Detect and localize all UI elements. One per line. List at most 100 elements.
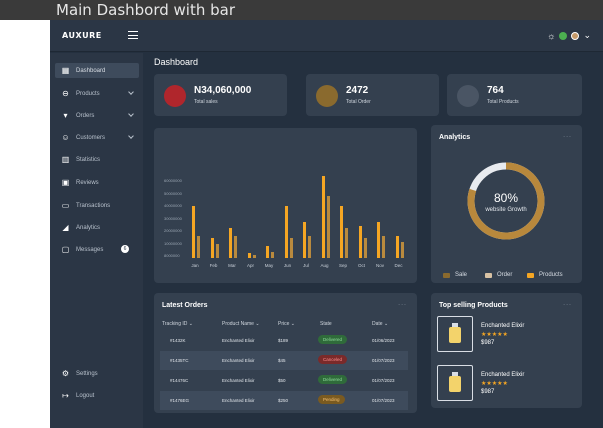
bar-feb-s1[interactable] <box>215 244 219 258</box>
x-tick-label: Oct <box>357 263 365 268</box>
x-tick-label: Mar <box>228 263 236 268</box>
bar-jul-s1[interactable] <box>308 236 311 258</box>
status-badge: Delivered <box>318 335 348 344</box>
legend-swatch <box>527 272 534 278</box>
bar-jun-s0[interactable] <box>284 206 288 258</box>
bar-sep-s0[interactable] <box>340 206 343 258</box>
y-tick-label: 20000000 <box>164 228 182 233</box>
sidebar-item-transactions[interactable]: ▭ Transactions <box>55 198 139 213</box>
donut-progress <box>467 162 545 240</box>
bar-jul-s0[interactable] <box>303 222 306 258</box>
product-item[interactable]: Enchanted Elixir ★★★★★ $987 <box>437 316 573 354</box>
window-titlebar: Main Dashbord with bar <box>0 0 603 20</box>
top-products-title: Top selling Products <box>439 302 508 309</box>
bar-may-s1[interactable] <box>271 252 274 258</box>
bar-chart-icon: ▥ <box>61 155 70 164</box>
bar-dec-s0[interactable] <box>395 236 399 258</box>
bar-may-s0[interactable] <box>266 246 269 258</box>
table-row[interactable]: #1435TC Enchanted Elixir $45 Canceled 01… <box>160 351 408 370</box>
notification-icon[interactable] <box>559 31 568 40</box>
status-badge: Pending <box>318 395 345 404</box>
sidebar-item-statistics[interactable]: ▥ Statistics <box>55 152 139 167</box>
sidebar-item-products[interactable]: ⊖ Products <box>55 86 139 101</box>
more-options-icon[interactable]: ... <box>398 300 407 307</box>
bar-feb-s0[interactable] <box>210 238 214 258</box>
header-tracking-id[interactable]: Tracking ID ⌄ <box>162 321 193 327</box>
bar-sep-s1[interactable] <box>345 228 348 258</box>
chevron-down-icon <box>128 111 134 117</box>
header-price[interactable]: Price ⌄ <box>278 321 295 327</box>
cell-product: Enchanted Elixir <box>222 378 255 383</box>
bar-nov-s1[interactable] <box>382 236 385 258</box>
cell-price: $189 <box>278 338 289 343</box>
menu-toggle-icon[interactable] <box>128 31 138 39</box>
bar-nov-s0[interactable] <box>377 222 380 258</box>
header-date[interactable]: Date ⌄ <box>372 321 389 327</box>
product-item[interactable]: Enchanted Elixir ★★★★★ $987 <box>437 365 573 403</box>
cell-price: $45 <box>278 358 286 363</box>
app-logo[interactable]: AUXURE <box>62 31 102 40</box>
bar-dec-s1[interactable] <box>400 242 404 258</box>
product-thumbnail <box>437 365 473 401</box>
app-window: AUXURE ☼ ⌄ ▦ Dashboard ⊖ Products ▾ Orde… <box>50 20 603 428</box>
users-icon: ☺ <box>61 133 70 142</box>
cart-icon <box>316 85 338 107</box>
bar-mar-s0[interactable] <box>229 228 232 258</box>
legend-label: Products <box>539 272 563 278</box>
bar-apr-s1[interactable] <box>252 255 256 258</box>
grid-icon: ▦ <box>61 66 70 75</box>
more-options-icon[interactable]: ... <box>563 132 572 139</box>
y-tick-label: 50000000 <box>164 190 182 196</box>
cell-date: 01/06/2023 <box>372 338 395 343</box>
header-state[interactable]: State <box>320 321 332 327</box>
header-label: Date <box>372 321 383 327</box>
sales-bar-chart: 60000000 50000000 40000000 30000000 20000000… <box>154 128 417 283</box>
sidebar-item-messages[interactable]: ▢ Messages 6 <box>55 242 139 257</box>
cell-id: #1435TC <box>170 358 189 363</box>
sidebar-item-analytics[interactable]: ◢ Analytics <box>55 220 139 235</box>
table-row[interactable]: #14476C Enchanted Elixir $50 Delivered 0… <box>160 371 408 390</box>
table-row[interactable]: #1432K Enchanted Elixir $189 Delivered 0… <box>160 331 408 350</box>
message-count-badge: 6 <box>121 245 129 253</box>
bar-aug-s1[interactable] <box>326 196 330 258</box>
legend-label: Sale <box>455 272 468 278</box>
bar-jun-s1[interactable] <box>289 238 293 258</box>
cell-product: Enchanted Elixir <box>222 398 255 403</box>
stat-card-sales: N34,060,000 Total sales <box>154 74 287 116</box>
cell-id: #1476EG <box>170 398 190 403</box>
bar-jan-s1[interactable] <box>197 236 200 258</box>
bar-mar-s1[interactable] <box>234 236 237 258</box>
sidebar-item-reviews[interactable]: ▣ Reviews <box>55 175 139 190</box>
legend-order: Order <box>485 272 512 278</box>
x-tick-label: Nov <box>375 263 384 268</box>
y-tick-label: 8000000 <box>164 253 180 258</box>
gear-icon: ⚙ <box>61 369 70 378</box>
bar-jan-s0[interactable] <box>192 206 195 258</box>
header-product-name[interactable]: Product Name ⌄ <box>222 321 260 327</box>
y-tick-label: 40000000 <box>164 203 182 208</box>
table-row[interactable]: #1476EG Enchanted Elixir $250 Pending 01… <box>160 391 408 410</box>
cell-date: 01/07/2023 <box>372 398 395 403</box>
sidebar-item-settings[interactable]: ⚙ Settings <box>55 366 139 381</box>
sun-icon[interactable]: ☼ <box>547 30 556 41</box>
sidebar-item-orders[interactable]: ▾ Orders <box>55 108 139 123</box>
y-tick-label: 30000000 <box>164 215 182 221</box>
bar-apr-s0[interactable] <box>247 253 251 258</box>
sidebar-item-logout[interactable]: ↦ Logout <box>55 388 139 403</box>
chevron-down-icon[interactable]: ⌄ <box>583 30 591 40</box>
bar-aug-s0[interactable] <box>321 176 325 258</box>
stat-value: 764 <box>487 85 504 96</box>
bar-oct-s0[interactable] <box>358 226 362 258</box>
header-label: Product Name <box>222 321 254 327</box>
sidebar-item-label: Products <box>76 90 100 97</box>
status-badge: Canceled <box>318 355 348 364</box>
sidebar-item-customers[interactable]: ☺ Customers <box>55 130 139 145</box>
bar-oct-s1[interactable] <box>363 238 367 258</box>
top-products-card: Top selling Products ... Enchanted Elixi… <box>431 293 582 408</box>
avatar[interactable] <box>571 31 580 40</box>
more-options-icon[interactable]: ... <box>563 300 572 307</box>
sidebar-item-dashboard[interactable]: ▦ Dashboard <box>55 63 139 78</box>
legend-swatch <box>443 272 450 278</box>
message-icon: ▢ <box>61 245 70 254</box>
x-tick-label: Jun <box>283 263 292 268</box>
